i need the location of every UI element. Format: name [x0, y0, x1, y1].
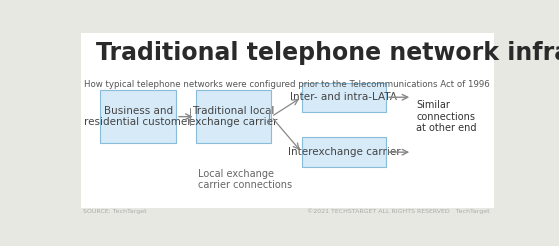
Text: SOURCE: TechTarget: SOURCE: TechTarget — [83, 209, 146, 214]
Text: Business and
residential customer: Business and residential customer — [84, 106, 192, 127]
Text: Traditional telephone network infrastructure: Traditional telephone network infrastruc… — [96, 41, 559, 65]
FancyBboxPatch shape — [302, 138, 386, 167]
Text: Traditional local
exchange carrier: Traditional local exchange carrier — [190, 106, 278, 127]
FancyBboxPatch shape — [302, 83, 386, 112]
Text: Similar
connections
at other end: Similar connections at other end — [416, 100, 477, 133]
FancyBboxPatch shape — [80, 33, 494, 208]
FancyBboxPatch shape — [196, 90, 271, 143]
Text: ©2021 TECHSTARGET ALL RIGHTS RESERVED   TechTarget: ©2021 TECHSTARGET ALL RIGHTS RESERVED Te… — [307, 209, 490, 214]
FancyBboxPatch shape — [100, 90, 176, 143]
Text: How typical telephone networks were configured prior to the Telecommunications A: How typical telephone networks were conf… — [84, 80, 489, 89]
Text: Inter- and intra-LATA: Inter- and intra-LATA — [290, 92, 397, 102]
Text: Local exchange
carrier connections: Local exchange carrier connections — [198, 169, 292, 190]
Text: Interexchange carrier: Interexchange carrier — [287, 147, 400, 157]
